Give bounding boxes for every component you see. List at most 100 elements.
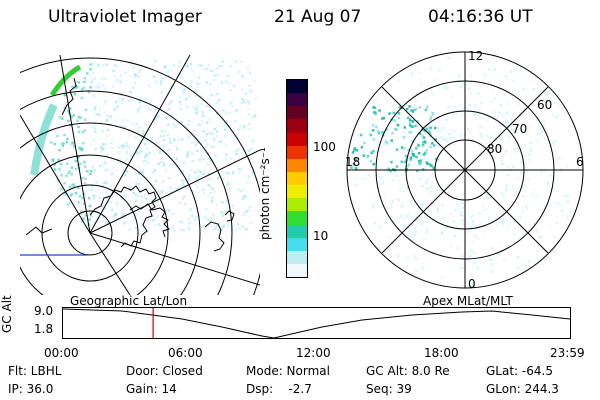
speckle-pixel	[160, 129, 164, 133]
speckle-pixel	[129, 154, 133, 157]
speckle-pixel	[67, 110, 70, 113]
speckle-pixel	[545, 93, 548, 96]
speckle-pixel	[70, 192, 74, 196]
speckle-pixel	[95, 181, 99, 184]
magnetic-polar-plot: 12 18 6 0 60 70 80	[345, 49, 584, 291]
speckle-pixel	[461, 214, 465, 217]
speckle-pixel	[203, 225, 207, 228]
speckle-pixel	[473, 251, 476, 255]
speckle-pixel	[421, 134, 424, 137]
speckle-pixel	[183, 88, 186, 91]
speckle-pixel	[227, 81, 231, 85]
speckle-pixel	[400, 214, 403, 218]
speckle-pixel	[139, 150, 142, 154]
speckle-pixel	[440, 275, 443, 279]
speckle-pixel	[115, 100, 118, 104]
speckle-pixel	[212, 138, 216, 141]
speckle-pixel	[241, 98, 244, 101]
speckle-pixel	[354, 167, 358, 170]
speckle-pixel	[121, 197, 124, 201]
speckle-pixel	[396, 244, 399, 248]
speckle-pixel	[408, 121, 412, 125]
speckle-pixel	[224, 157, 228, 160]
speckle-pixel	[147, 84, 151, 88]
footer-seq: Seq: 39	[366, 382, 412, 396]
speckle-pixel	[76, 86, 79, 89]
speckle-pixel	[442, 216, 446, 220]
speckle-pixel	[247, 175, 250, 178]
speckle-pixel	[486, 195, 489, 199]
timeline-frame	[62, 307, 571, 339]
speckle-pixel	[376, 181, 380, 184]
speckle-pixel	[210, 132, 213, 136]
speckle-pixel	[176, 73, 179, 76]
speckle-pixel	[446, 87, 449, 90]
speckle-pixel	[138, 210, 141, 213]
speckle-pixel	[219, 140, 222, 143]
speckle-pixel	[187, 176, 191, 180]
speckle-pixel	[231, 104, 234, 108]
speckle-pixel	[476, 267, 480, 270]
speckle-pixel	[84, 214, 88, 217]
speckle-pixel	[440, 136, 444, 139]
speckle-pixel	[391, 131, 394, 135]
speckle-pixel	[201, 172, 205, 176]
speckle-pixel	[184, 97, 188, 101]
speckle-pixel	[523, 154, 526, 157]
speckle-pixel	[372, 162, 376, 166]
speckle-pixel	[60, 173, 63, 177]
speckle-pixel	[195, 111, 198, 115]
speckle-pixel	[470, 140, 473, 143]
speckle-pixel	[159, 80, 163, 83]
timeline-right-label: Apex MLat/MLT	[423, 294, 513, 308]
speckle-pixel	[414, 107, 418, 111]
speckle-pixel	[406, 164, 409, 168]
speckle-pixel	[213, 190, 216, 193]
speckle-pixel	[195, 104, 199, 108]
speckle-pixel	[504, 217, 507, 221]
speckle-pixel	[449, 244, 452, 248]
speckle-pixel	[423, 141, 427, 144]
speckle-pixel	[403, 126, 407, 129]
altitude-curve	[62, 308, 571, 339]
speckle-pixel	[417, 152, 421, 155]
speckle-pixel	[554, 201, 557, 204]
speckle-pixel	[436, 159, 440, 162]
speckle-pixel	[350, 166, 353, 169]
speckle-pixel	[80, 147, 84, 150]
speckle-pixel	[204, 145, 208, 148]
speckle-pixel	[182, 91, 185, 95]
speckle-pixel	[170, 163, 173, 167]
speckle-pixel	[72, 113, 76, 117]
speckle-pixel	[237, 148, 240, 151]
speckle-pixel	[207, 184, 210, 187]
speckle-pixel	[464, 204, 467, 207]
speckle-pixel	[206, 142, 210, 146]
speckle-pixel	[111, 85, 115, 88]
speckle-pixel	[182, 178, 185, 181]
speckle-pixel	[190, 80, 193, 83]
speckle-pixel	[415, 225, 418, 229]
lat-label-80: 80	[487, 142, 502, 156]
speckle-pixel	[137, 70, 140, 74]
speckle-pixel	[191, 68, 194, 72]
colorbar-tick-10: 10	[313, 229, 329, 243]
speckle-pixel	[524, 162, 527, 165]
speckle-pixel	[369, 160, 373, 163]
speckle-pixel	[77, 81, 80, 84]
speckle-pixel	[430, 164, 433, 168]
speckle-pixel	[415, 169, 419, 173]
speckle-pixel	[434, 138, 437, 141]
speckle-pixel	[390, 160, 393, 164]
speckle-pixel	[385, 128, 389, 131]
timeline-x-tick-3: 18:00	[424, 346, 459, 360]
speckle-pixel	[405, 167, 408, 171]
speckle-pixel	[470, 215, 473, 219]
speckle-pixel	[125, 158, 128, 162]
speckle-pixel	[166, 133, 170, 136]
speckle-pixel	[408, 105, 411, 108]
speckle-pixel	[402, 235, 405, 238]
speckle-pixel	[386, 248, 389, 251]
speckle-pixel	[385, 100, 389, 103]
speckle-pixel	[128, 185, 132, 189]
